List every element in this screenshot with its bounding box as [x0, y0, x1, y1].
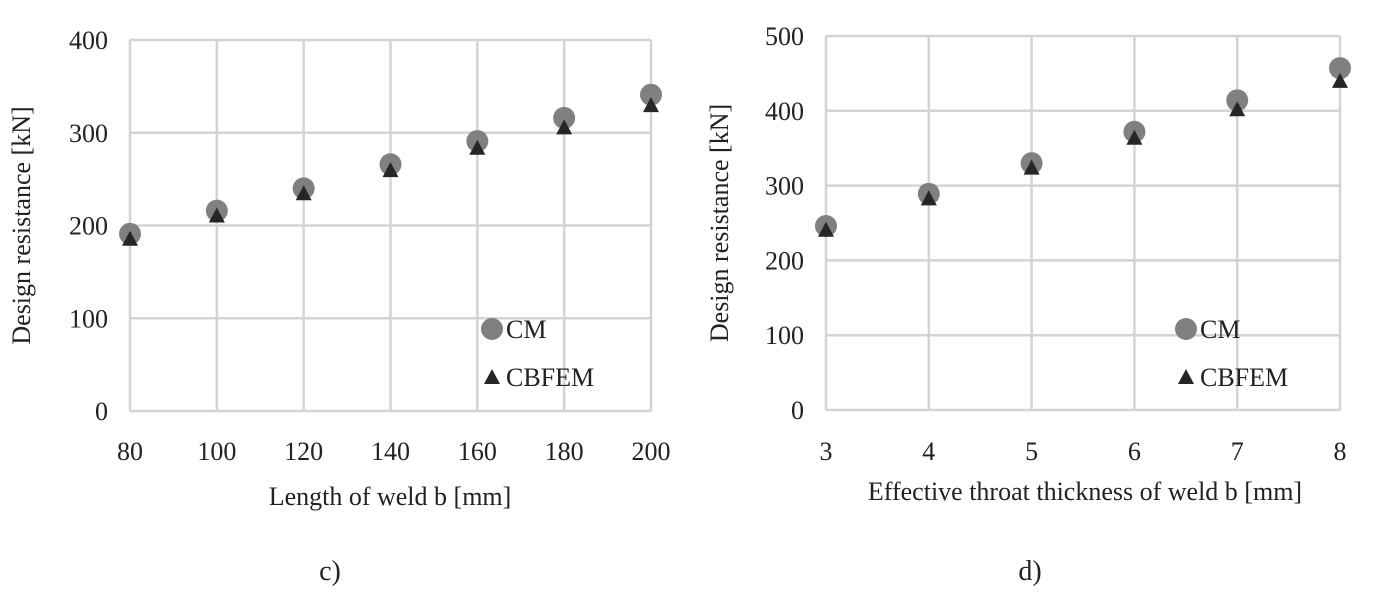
legend-marker-cm: [1175, 318, 1197, 340]
y-tick-label: 300: [69, 119, 108, 148]
legend-marker-cm: [481, 318, 503, 340]
chart-d: 0 100 200 300 400 500 3 4 5 6 7 8 Effective throat t…: [705, 22, 1351, 587]
series-cbfem: [122, 97, 659, 246]
x-tick-label: 7: [1231, 437, 1244, 466]
series-cm: [815, 57, 1351, 237]
x-tick-label: 6: [1128, 437, 1141, 466]
x-axis-title: Effective throat thickness of weld b [mm…: [868, 477, 1302, 506]
y-tick-label: 500: [765, 22, 804, 51]
legend-label-cbfem: CBFEM: [1200, 363, 1288, 392]
legend-label-cm: CM: [1200, 315, 1240, 344]
x-tick-label: 120: [284, 437, 323, 466]
x-tick-label: 8: [1334, 437, 1347, 466]
y-tick-label: 100: [69, 304, 108, 333]
cbfem-point: [1023, 159, 1040, 175]
cbfem-point: [920, 190, 937, 206]
y-axis-title: Design resistance [kN]: [705, 104, 734, 342]
x-tick-label: 4: [922, 437, 935, 466]
cm-point: [640, 83, 662, 106]
cbfem-point: [818, 221, 834, 237]
chart-caption: c): [319, 556, 341, 587]
y-tick-label: 400: [765, 97, 804, 126]
cbfem-point: [1229, 101, 1246, 117]
y-tick-label: 100: [765, 321, 804, 350]
x-tick-label: 5: [1025, 437, 1038, 466]
y-tick-label: 300: [765, 172, 804, 201]
cm-point: [1226, 89, 1249, 112]
x-tick-label: 200: [632, 437, 671, 466]
legend-label-cbfem: CBFEM: [506, 363, 594, 392]
y-tick-label: 0: [791, 396, 804, 425]
y-tick-label: 0: [95, 397, 108, 426]
y-axis-title: Design resistance [kN]: [7, 106, 36, 344]
cbfem-point: [208, 207, 225, 223]
x-tick-label: 100: [197, 437, 236, 466]
chart-c: 0 100 200 300 400 80 100 120 140 160 180 200 Length …: [7, 26, 671, 587]
cbfem-point: [556, 119, 573, 135]
x-tick-label: 140: [371, 437, 410, 466]
chart-caption: d): [1018, 556, 1041, 587]
cbfem-point: [295, 185, 312, 201]
cm-point: [1329, 57, 1351, 80]
x-tick-label: 160: [458, 437, 497, 466]
legend-marker-cbfem: [484, 369, 500, 384]
x-tick-label: 3: [820, 437, 833, 466]
cbfem-point: [469, 139, 486, 155]
cbfem-point: [122, 230, 138, 246]
x-axis-title: Length of weld b [mm]: [269, 482, 512, 511]
cbfem-point: [1332, 72, 1348, 88]
x-tick-label: 180: [545, 437, 584, 466]
y-tick-label: 200: [69, 212, 108, 241]
cbfem-point: [382, 162, 399, 178]
cbfem-point: [1126, 129, 1143, 145]
legend-label-cm: CM: [506, 315, 546, 344]
cm-point: [553, 106, 576, 129]
y-tick-label: 400: [69, 26, 108, 55]
y-tick-label: 200: [765, 246, 804, 275]
series-cbfem: [818, 72, 1348, 237]
x-tick-label: 80: [117, 437, 143, 466]
cbfem-point: [643, 97, 659, 113]
legend-marker-cbfem: [1178, 369, 1194, 384]
